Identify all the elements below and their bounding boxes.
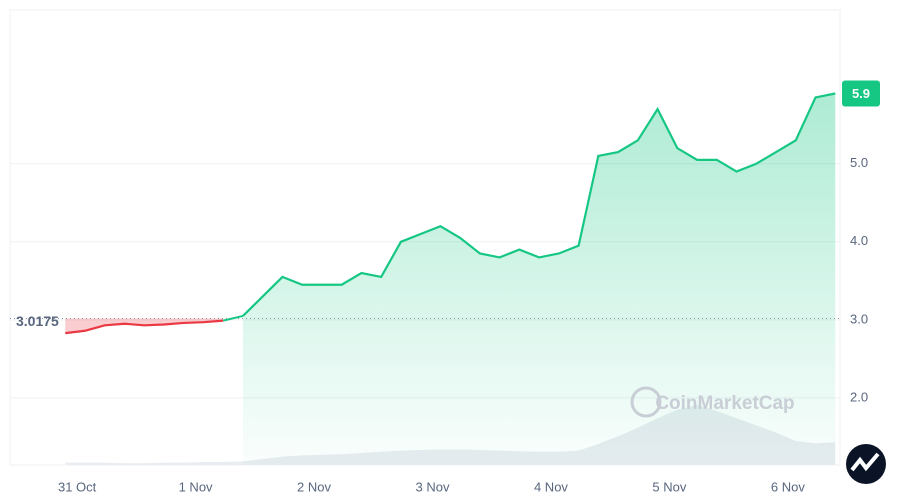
down-line — [65, 319, 224, 335]
watermark: CoinMarketCap — [655, 393, 794, 414]
y-tick-label: 2.0 — [850, 389, 868, 404]
y-tick-label: 5.0 — [850, 155, 868, 170]
logo-circle — [846, 444, 886, 484]
up-line — [242, 92, 836, 317]
watermark-logo — [630, 386, 662, 418]
logo — [846, 444, 886, 484]
x-tick-label: 1 Nov — [179, 479, 213, 494]
logo-mark — [850, 452, 880, 472]
layer — [10, 92, 840, 465]
x-tick-label: 6 Nov — [771, 479, 805, 494]
x-tick-label: 5 Nov — [652, 479, 686, 494]
y-tick-label: 3.0 — [850, 311, 868, 326]
y-tick-label: 4.0 — [850, 233, 868, 248]
x-tick-label: 4 Nov — [534, 479, 568, 494]
price-badge-label: 5.9 — [852, 86, 870, 101]
connector — [222, 314, 244, 322]
up-area — [242, 93, 836, 465]
x-tick-label: 2 Nov — [297, 479, 331, 494]
x-tick-label: 3 Nov — [416, 479, 450, 494]
price-badge — [842, 80, 880, 107]
x-tick-label: 31 Oct — [58, 479, 97, 494]
reference-label: 3.0175 — [16, 313, 59, 329]
